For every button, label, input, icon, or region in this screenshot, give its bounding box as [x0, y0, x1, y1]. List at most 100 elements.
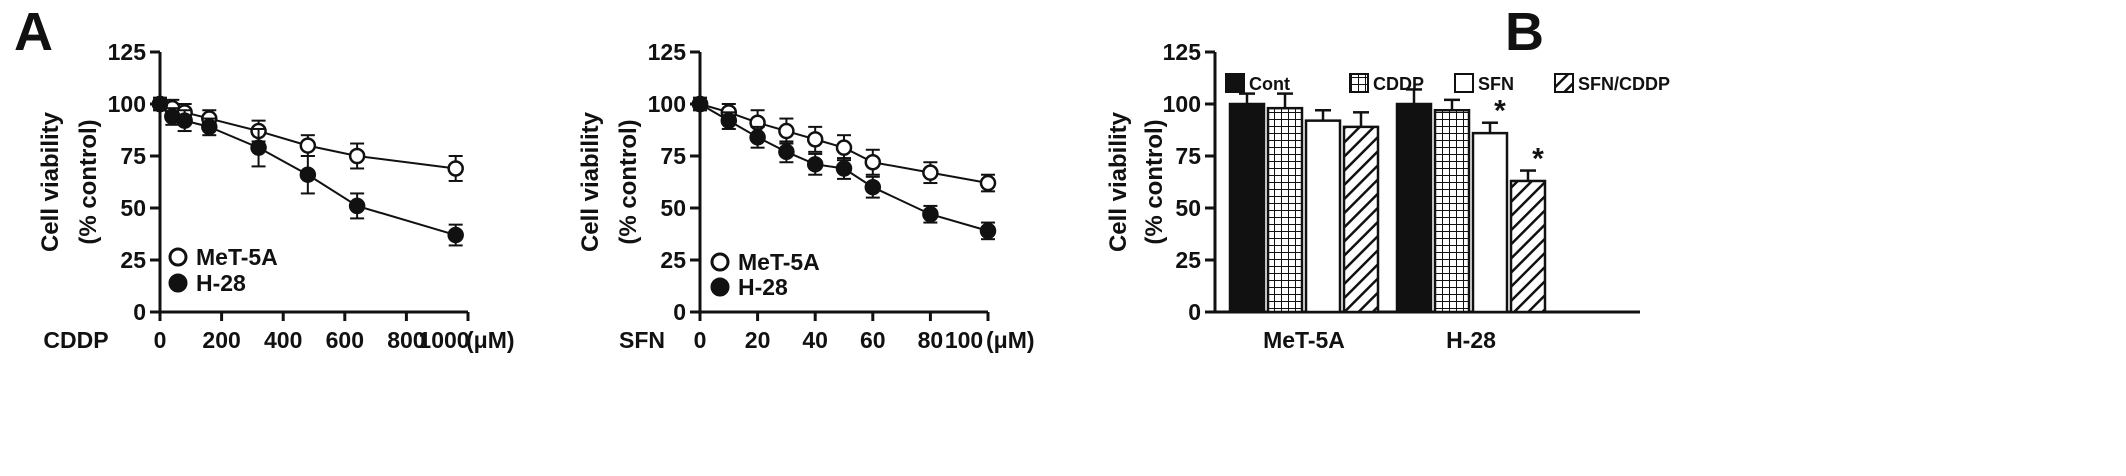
y-axis-label: Cell viability — [37, 111, 64, 252]
y-tick-label: 50 — [660, 195, 686, 221]
data-point — [151, 95, 169, 113]
y-axis-label-unit: (% control) — [615, 119, 642, 244]
data-point — [447, 160, 464, 177]
data-point — [691, 95, 709, 113]
y-axis-label-unit: (% control) — [75, 119, 102, 244]
data-point — [979, 222, 997, 240]
data-point — [922, 205, 939, 223]
chart-cddp-viability: 0 25 50 75 100 125 Cell viability (% control) 0 2… — [37, 39, 515, 353]
panel-label-a: A — [14, 2, 53, 62]
bar-group-met-5a — [1228, 92, 1380, 314]
data-point — [806, 156, 824, 173]
x-tick-label: 1000 — [418, 327, 469, 353]
legend-label: MeT-5A — [738, 249, 820, 275]
legend-swatch — [1554, 73, 1574, 93]
y-tick-label: 0 — [673, 299, 686, 325]
bar-group-h-28: ** — [1395, 88, 1547, 314]
x-tick-label: 80 — [918, 327, 944, 353]
chart-combination-bars: 0 25 50 75 100 125 Cell viability (% control) Me… — [1105, 39, 1670, 353]
x-tick-label: 20 — [745, 327, 771, 353]
data-point — [447, 226, 464, 244]
x-tick-label: 0 — [154, 327, 167, 353]
legend-marker — [168, 273, 188, 293]
y-axis-label: Cell viability — [577, 111, 604, 252]
y-tick-label: 50 — [120, 195, 146, 221]
x-tick-label: 200 — [202, 327, 240, 353]
legend-label: MeT-5A — [196, 244, 278, 270]
legend-swatch — [1349, 73, 1369, 93]
x-tick-label: 60 — [860, 327, 886, 353]
legend-label: SFN — [1478, 74, 1514, 94]
data-point — [201, 118, 218, 136]
data-point — [806, 131, 824, 148]
y-axis-label-unit: (% control) — [1141, 119, 1168, 244]
y-tick-label: 25 — [1175, 247, 1201, 273]
x-axis-label: CDDP — [43, 327, 108, 353]
bar-sfn-cddp — [1509, 179, 1547, 314]
y-tick-label: 75 — [120, 143, 146, 169]
legend-label: H-28 — [196, 270, 246, 296]
x-tick-label: 800 — [387, 327, 425, 353]
y-tick-label: 125 — [108, 39, 147, 65]
legend-label: Cont — [1249, 74, 1290, 94]
legend-swatch — [1225, 73, 1245, 93]
bar-cont — [1395, 102, 1433, 314]
bar-sfn-cddp — [1342, 125, 1380, 314]
y-tick-label: 0 — [133, 299, 146, 325]
legend-marker — [168, 247, 188, 267]
data-point — [749, 129, 766, 146]
data-point — [176, 112, 193, 129]
data-point — [299, 137, 317, 154]
series-h-28 — [691, 95, 997, 241]
legend-marker — [710, 277, 730, 297]
y-tick-label: 125 — [1163, 39, 1202, 65]
legend-label: SFN/CDDP — [1578, 74, 1670, 94]
x-axis-label: SFN — [619, 327, 665, 353]
chart-sfn-viability: 0 25 50 75 100 125 Cell viability (% control) 0 2… — [577, 39, 1035, 353]
y-tick-label: 0 — [1188, 299, 1201, 325]
significance-mark: * — [1494, 95, 1506, 128]
x-tick-label: 0 — [694, 327, 707, 353]
data-point — [778, 143, 795, 161]
x-tick-label: 400 — [264, 327, 302, 353]
data-point — [835, 139, 853, 156]
data-point — [250, 139, 267, 156]
y-tick-label: 25 — [120, 247, 146, 273]
y-tick-label: 50 — [1175, 195, 1201, 221]
x-category-label: MeT-5A — [1263, 327, 1345, 353]
data-point — [922, 164, 939, 181]
data-point — [348, 197, 366, 215]
y-tick-label: 100 — [648, 91, 686, 117]
data-point — [864, 153, 882, 171]
y-tick-label: 75 — [1175, 143, 1201, 169]
data-point — [299, 166, 317, 183]
bar-cddp — [1266, 106, 1304, 314]
legend-label: H-28 — [738, 274, 788, 300]
y-tick-label: 75 — [660, 143, 686, 169]
x-tick-label: 600 — [326, 327, 364, 353]
legend-swatch — [1454, 73, 1474, 93]
y-tick-label: 25 — [660, 247, 686, 273]
significance-mark: * — [1532, 143, 1544, 176]
x-category-label: H-28 — [1446, 327, 1496, 353]
bar-sfn — [1471, 131, 1509, 314]
x-axis-unit: (μM) — [986, 327, 1035, 353]
y-tick-label: 100 — [108, 91, 146, 117]
bar-sfn — [1304, 119, 1342, 314]
x-tick-label: 100 — [945, 327, 983, 353]
bar-cont — [1228, 102, 1266, 314]
data-point — [720, 112, 738, 129]
data-point — [778, 122, 795, 140]
data-point — [348, 147, 366, 165]
y-tick-label: 125 — [648, 39, 687, 65]
x-tick-label: 40 — [802, 327, 828, 353]
data-point — [979, 174, 997, 192]
legend-label: CDDP — [1373, 74, 1424, 94]
panel-label-b: B — [1505, 2, 1544, 62]
bar-cddp — [1433, 108, 1471, 314]
data-point — [864, 178, 882, 196]
x-axis-unit: (μM) — [466, 327, 515, 353]
legend-marker — [710, 252, 730, 272]
